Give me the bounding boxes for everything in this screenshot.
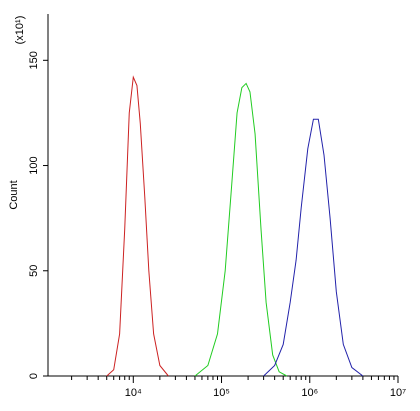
x-tick-label: 10⁷ [390,387,406,399]
x-tick-label: 10⁵ [213,387,230,399]
y-tick-label: 100 [28,156,40,174]
x-tick-label: 10⁶ [301,387,318,399]
y-tick-label: 150 [28,51,40,69]
y-axis-label: Count [8,180,20,209]
histogram-line [263,118,364,377]
histogram-line [106,75,169,377]
histogram-line [194,82,288,377]
y-tick-label: 50 [28,265,40,277]
y-tick-label: 0 [28,373,40,379]
y-unit: (x10¹) [14,16,26,45]
x-tick-label: 10⁴ [125,387,142,399]
